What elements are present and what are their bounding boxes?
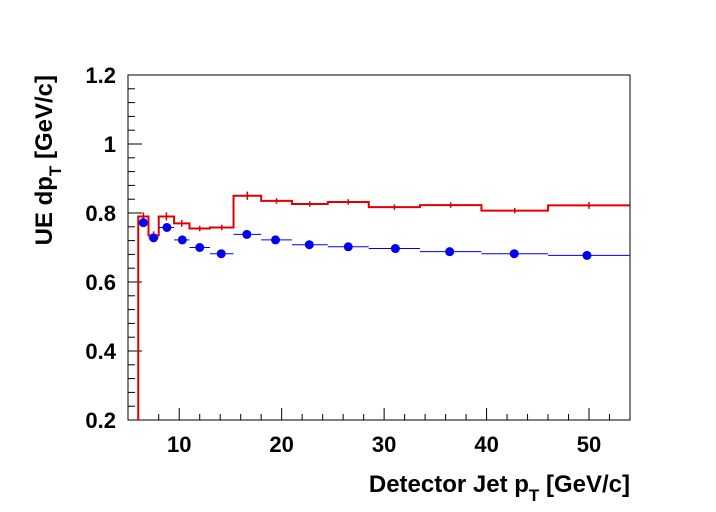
y-tick-label: 1.2 xyxy=(85,63,116,88)
blue-data-point xyxy=(242,229,252,239)
blue-data-point xyxy=(390,244,400,254)
y-tick-label: 0.4 xyxy=(85,339,116,364)
blue-data-point xyxy=(195,243,205,252)
blue-data-point xyxy=(162,222,172,232)
red-histogram-line xyxy=(137,194,630,420)
blue-data-point xyxy=(445,247,455,257)
y-tick-label: 0.6 xyxy=(85,270,116,295)
blue-data-point xyxy=(509,249,519,259)
blue-data-point xyxy=(271,235,281,245)
x-tick-label: 40 xyxy=(474,432,498,457)
x-tick-label: 10 xyxy=(167,432,191,457)
series-blue-markers xyxy=(138,218,630,260)
blue-data-point xyxy=(149,233,159,243)
blue-data-point xyxy=(582,250,592,260)
blue-data-point xyxy=(343,242,353,252)
x-tick-label: 30 xyxy=(372,432,396,457)
y-tick-label: 0.2 xyxy=(85,408,116,433)
blue-data-point xyxy=(138,218,148,228)
blue-data-point xyxy=(216,249,226,259)
x-axis-ticks xyxy=(137,408,631,420)
blue-data-point xyxy=(304,240,314,250)
y-axis-title: UE dpT [GeV/c] xyxy=(31,75,65,245)
y-tick-label: 1 xyxy=(104,132,116,157)
x-tick-label: 50 xyxy=(577,432,601,457)
y-axis-ticks xyxy=(128,74,142,421)
plot-frame xyxy=(127,74,631,421)
x-tick-label: 20 xyxy=(269,432,293,457)
blue-data-point xyxy=(177,235,187,245)
series-red-histogram xyxy=(137,191,630,420)
x-axis-title: Detector Jet pT [GeV/c] xyxy=(369,471,630,505)
y-tick-label: 0.8 xyxy=(85,201,116,226)
y-axis-tick-labels: 0.2 0.4 0.6 0.8 1 1.2 xyxy=(85,63,116,433)
x-axis-tick-labels: 10 20 30 40 50 xyxy=(167,432,601,457)
